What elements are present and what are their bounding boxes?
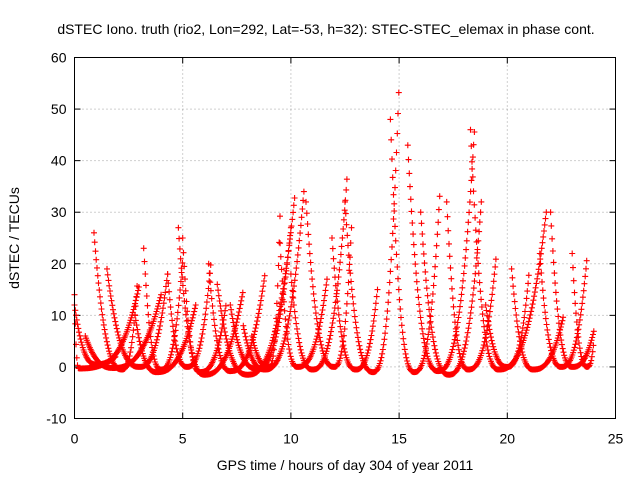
satellite-pass [82, 291, 165, 371]
y-tick-label: 50 [51, 101, 67, 117]
data-point-markers [248, 213, 283, 370]
data-point-markers [287, 176, 350, 373]
satellite-pass [71, 284, 142, 368]
x-tick-label: 15 [391, 431, 407, 447]
y-tick-label: 10 [51, 307, 67, 323]
data-series [71, 89, 597, 378]
data-point-markers [329, 235, 381, 373]
satellite-pass [248, 213, 283, 370]
y-axis-label: dSTEC / TECUs [6, 187, 22, 289]
data-point-markers [387, 116, 443, 376]
x-tick-label: 0 [71, 431, 79, 447]
satellite-pass [277, 240, 330, 370]
satellite-pass [547, 209, 597, 370]
y-tick-label: 0 [59, 359, 67, 375]
data-point-markers [179, 235, 229, 376]
y-tick-label: 60 [51, 50, 67, 66]
chart-title: dSTEC Iono. truth (rio2, Lon=292, Lat=-5… [57, 21, 594, 37]
y-tick-label: 20 [51, 256, 67, 272]
satellite-pass [132, 302, 199, 376]
data-point-markers [303, 198, 355, 370]
y-tick-label: -10 [46, 411, 66, 427]
data-point-markers [569, 250, 597, 370]
axis-ticks: 0 5 10 15 20 25 -10 0 10 20 30 40 50 60 [46, 50, 623, 447]
satellite-pass [303, 198, 355, 370]
x-axis-label: GPS time / hours of day 304 of year 2011 [217, 457, 474, 473]
satellite-pass [342, 89, 402, 376]
x-tick-label: 20 [500, 431, 516, 447]
satellite-pass [164, 262, 214, 370]
plot-frame [74, 57, 616, 419]
data-point-markers [277, 240, 330, 370]
data-point-markers [164, 262, 214, 370]
data-point-markers [82, 291, 165, 371]
satellite-pass [569, 250, 597, 370]
data-point-markers [71, 284, 142, 368]
satellite-pass [179, 235, 229, 376]
y-tick-label: 30 [51, 204, 67, 220]
data-point-markers [404, 129, 478, 375]
x-tick-label: 25 [608, 431, 624, 447]
data-point-markers [132, 302, 199, 376]
satellite-pass [387, 116, 443, 376]
satellite-pass [404, 129, 478, 375]
x-tick-label: 5 [179, 431, 187, 447]
x-tick-label: 10 [283, 431, 299, 447]
y-tick-label: 40 [51, 153, 67, 169]
satellite-pass [287, 176, 350, 373]
satellite-pass [329, 235, 381, 373]
data-point-markers [342, 89, 402, 376]
data-point-markers [547, 209, 597, 370]
